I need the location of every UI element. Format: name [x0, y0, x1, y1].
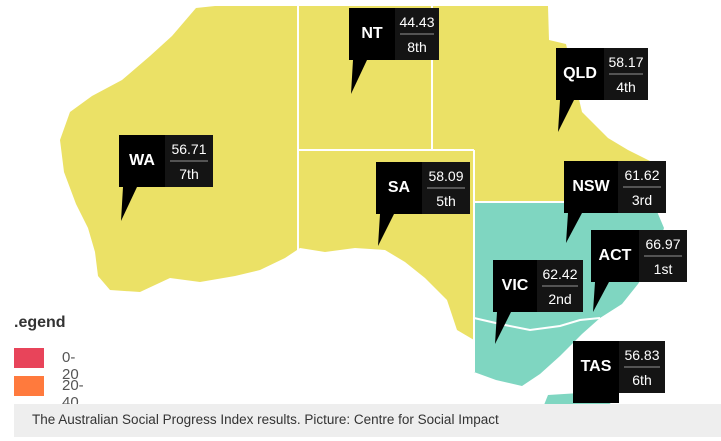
- sa-rank: 5th: [436, 193, 456, 209]
- legend-swatch-20-40: [14, 376, 44, 396]
- vic-callout: VIC 62.42 2nd: [493, 260, 585, 346]
- wa-callout: WA 56.71 7th: [119, 135, 215, 223]
- nsw-code: NSW: [572, 178, 610, 195]
- tas-score: 56.83: [624, 347, 660, 363]
- legend-swatch-0-20: [14, 348, 44, 368]
- act-code: ACT: [598, 247, 632, 264]
- sa-score: 58.09: [428, 168, 464, 184]
- tas-rank: 6th: [632, 372, 652, 388]
- nt-code: NT: [361, 25, 383, 42]
- image-caption: The Australian Social Progress Index res…: [14, 404, 721, 437]
- caption-text: The Australian Social Progress Index res…: [32, 412, 499, 427]
- nsw-rank: 3rd: [631, 192, 653, 208]
- nt-score: 44.43: [399, 14, 435, 30]
- wa-score: 56.71: [171, 141, 207, 157]
- act-rank: 1st: [653, 261, 673, 277]
- nt-rank: 8th: [407, 39, 427, 55]
- act-callout: ACT 66.97 1st: [591, 230, 689, 314]
- legend-title: .egend: [14, 314, 66, 331]
- mainland-yellow: [60, 6, 653, 340]
- qld-rank: 4th: [616, 79, 636, 95]
- vic-rank: 2nd: [548, 291, 572, 307]
- sa-callout: SA 58.09 5th: [376, 162, 472, 248]
- vic-code: VIC: [501, 277, 529, 294]
- nt-callout: NT 44.43 8th: [349, 8, 441, 96]
- wa-code: WA: [129, 152, 155, 169]
- act-score: 66.97: [645, 236, 681, 252]
- vic-score: 62.42: [542, 266, 578, 282]
- nsw-callout: NSW 61.62 3rd: [564, 161, 668, 245]
- tas-code: TAS: [580, 358, 612, 375]
- tas-callout: TAS 56.83 6th: [573, 341, 667, 403]
- qld-score: 58.17: [608, 54, 644, 70]
- qld-code: QLD: [563, 65, 597, 82]
- nsw-score: 61.62: [624, 167, 660, 183]
- sa-code: SA: [387, 179, 411, 196]
- qld-callout: QLD 58.17 4th: [556, 48, 650, 134]
- wa-rank: 7th: [179, 166, 199, 182]
- legend-label-0-20: 0-20: [62, 349, 79, 383]
